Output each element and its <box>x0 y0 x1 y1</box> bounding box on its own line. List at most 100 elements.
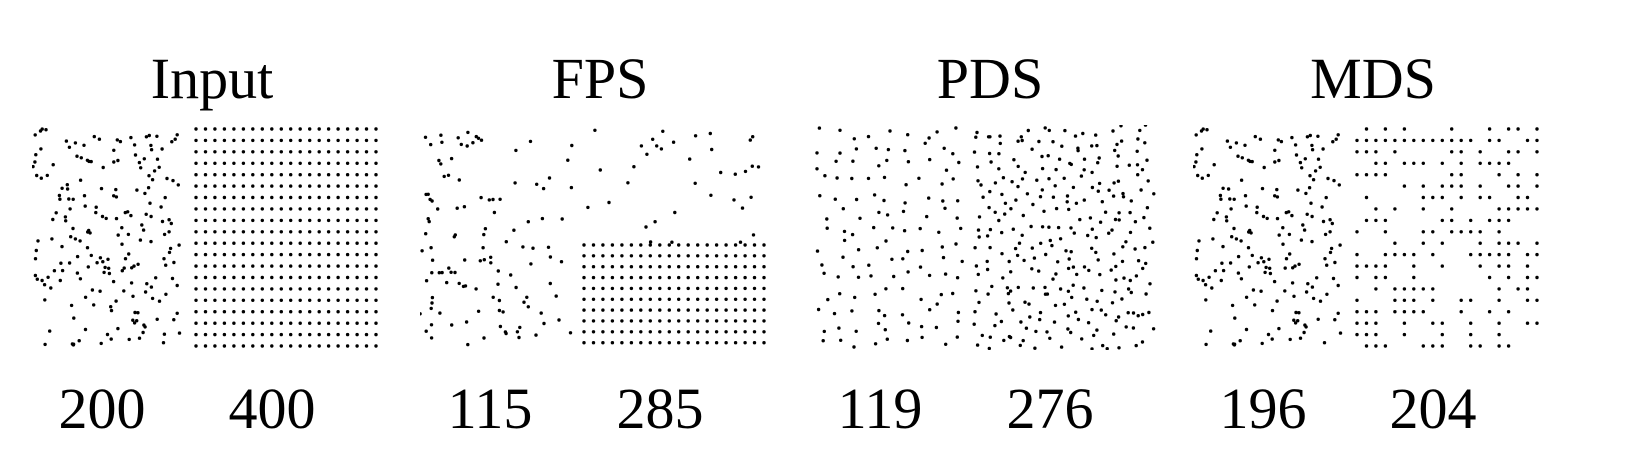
sample-point <box>1431 252 1435 257</box>
sample-point <box>86 230 90 234</box>
sample-point <box>308 321 312 325</box>
sample-point <box>514 148 518 153</box>
sample-point <box>1051 140 1055 144</box>
sample-point <box>822 271 826 275</box>
sample-point <box>629 319 634 323</box>
sample-point <box>136 262 140 266</box>
sample-point <box>1203 283 1208 287</box>
sample-point <box>345 298 350 302</box>
sample-point <box>1355 298 1359 302</box>
sample-point <box>68 207 72 211</box>
sample-point <box>1082 286 1086 290</box>
sample-point <box>1506 184 1511 188</box>
sample-point <box>1232 226 1236 231</box>
sample-point <box>1194 160 1198 164</box>
sample-point <box>155 317 159 321</box>
sample-point <box>1040 154 1044 159</box>
sample-point <box>714 297 719 301</box>
sample-point <box>298 127 302 131</box>
sample-point <box>75 254 80 259</box>
sample-point <box>364 218 369 223</box>
sample-point <box>853 295 857 300</box>
sample-point <box>1284 210 1288 215</box>
sample-point <box>988 227 993 232</box>
sample-point <box>943 272 948 276</box>
sample-point <box>714 275 719 280</box>
sample-point <box>1450 150 1454 154</box>
sample-point <box>1074 201 1079 205</box>
sample-point <box>439 133 443 137</box>
sample-point <box>260 298 264 302</box>
sample-point <box>222 195 227 200</box>
sample-point <box>925 214 929 219</box>
sample-point <box>1071 283 1075 287</box>
sample-point <box>1195 248 1199 253</box>
sample-point <box>298 252 302 257</box>
sample-point <box>430 271 434 275</box>
sample-point <box>69 235 73 239</box>
sample-point <box>1383 230 1388 234</box>
sample-point <box>1255 210 1259 215</box>
sample-point <box>1292 294 1296 298</box>
sample-point <box>620 254 624 258</box>
sample-point <box>364 275 369 280</box>
sample-point <box>279 173 283 177</box>
sample-point <box>648 240 653 244</box>
sample-point <box>733 297 738 301</box>
sample-point <box>1097 156 1101 160</box>
sample-point <box>345 173 350 177</box>
sample-point <box>598 168 602 172</box>
sample-point <box>648 254 652 258</box>
sample-point <box>1062 176 1066 180</box>
sample-point <box>136 311 140 315</box>
sample-point <box>648 265 652 269</box>
sample-point <box>1304 191 1308 196</box>
sample-point <box>540 216 545 221</box>
sample-point <box>1099 308 1103 312</box>
sample-point <box>298 173 302 177</box>
sample-point <box>78 239 82 243</box>
sample-point <box>667 308 671 312</box>
sample-point <box>36 239 40 243</box>
sample-point <box>651 137 655 141</box>
sample-point <box>836 275 840 279</box>
sample-point <box>999 319 1004 324</box>
sample-point <box>1107 188 1111 192</box>
sample-point <box>1006 291 1011 296</box>
sample-point <box>955 216 959 220</box>
sample-point <box>1225 219 1229 223</box>
sample-point <box>289 310 293 314</box>
sample-point <box>213 241 217 245</box>
sample-point <box>34 248 38 253</box>
sample-point <box>856 248 861 252</box>
sample-point <box>279 150 283 154</box>
sample-point <box>138 238 143 242</box>
sample-point <box>927 136 931 140</box>
sample-point <box>336 321 340 325</box>
sample-point <box>326 161 331 165</box>
sample-point <box>60 186 64 190</box>
sample-point <box>1459 310 1463 314</box>
sample-point <box>1310 285 1315 289</box>
sample-point <box>326 173 331 177</box>
sample-point <box>1297 311 1301 315</box>
sample-point <box>45 173 49 178</box>
sample-point <box>364 127 369 131</box>
sample-point <box>355 138 359 143</box>
sample-point <box>144 212 148 216</box>
sample-point <box>1000 192 1004 197</box>
sample-point <box>241 150 246 154</box>
sample-point <box>317 127 321 131</box>
sample-point <box>374 138 378 143</box>
sample-point <box>355 264 359 268</box>
sample-point <box>1268 271 1273 276</box>
sample-point <box>1374 275 1378 280</box>
sample-point <box>568 331 573 335</box>
sample-point <box>1069 162 1073 167</box>
sample-point <box>1098 220 1103 224</box>
sample-point <box>1204 342 1208 347</box>
sample-point <box>724 297 728 301</box>
sample-point <box>1146 179 1150 183</box>
sample-point <box>326 218 331 223</box>
sample-point <box>1234 237 1239 241</box>
